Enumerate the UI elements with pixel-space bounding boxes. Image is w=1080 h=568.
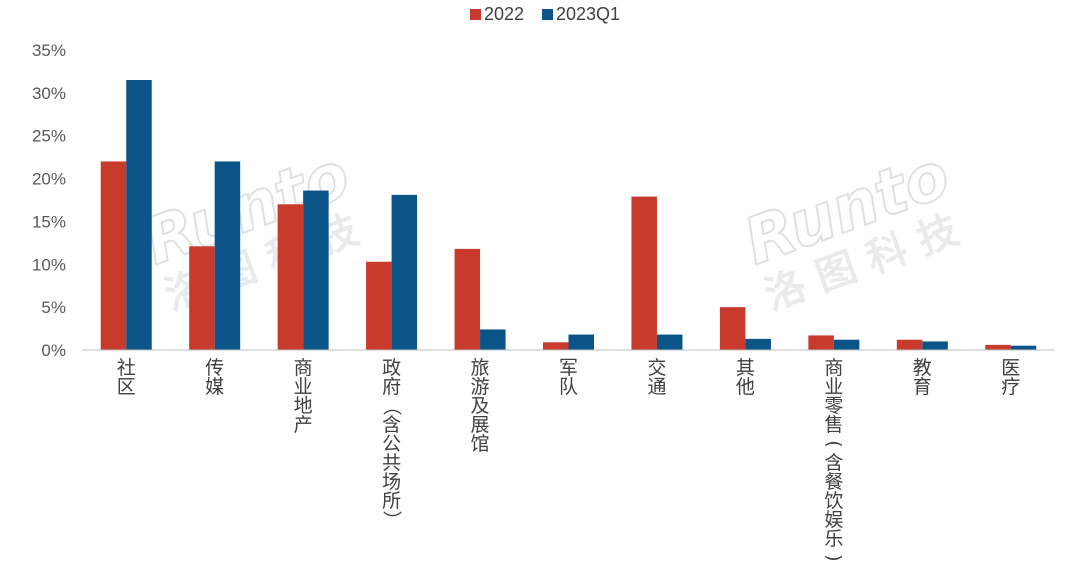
x-category-label: 社区 <box>117 357 136 398</box>
x-category-char: 共 <box>382 452 401 474</box>
x-category-char: 交 <box>647 357 666 379</box>
x-category-label: 传媒 <box>205 357 224 398</box>
x-category-char: 通 <box>647 376 666 398</box>
x-category-char: 售 <box>824 414 843 436</box>
bar-2023q1 <box>568 334 594 350</box>
x-category-char: 及 <box>471 395 490 417</box>
bar-2022 <box>366 261 392 350</box>
x-category-label: 教育 <box>913 357 932 398</box>
x-category-char: 展 <box>471 414 490 436</box>
x-category-char: 馆 <box>471 433 490 455</box>
y-axis: 0% 5% 10% 15% 20% 25% 30% 35% <box>32 41 66 360</box>
y-tick-label: 35% <box>32 41 66 60</box>
x-category-char: 其 <box>736 357 755 379</box>
x-category-char: 他 <box>736 376 755 398</box>
bar-2023q1 <box>391 194 418 350</box>
bar-2023q1 <box>1010 345 1037 350</box>
bar-2022 <box>631 196 657 350</box>
bar-2022 <box>808 335 834 350</box>
x-category-char: 府 <box>382 376 401 398</box>
legend-label: 2022 <box>484 4 524 24</box>
bar-2023q1 <box>480 329 506 350</box>
bar-2022 <box>277 204 304 350</box>
x-category-char: 业 <box>824 376 843 398</box>
bar-2023q1 <box>656 334 683 350</box>
x-category-char: 区 <box>117 376 136 398</box>
x-category-char: 饮 <box>824 490 843 512</box>
x-category-char: ） <box>381 510 403 529</box>
bar-2023q1 <box>126 80 152 350</box>
x-category-char: 产 <box>294 414 313 436</box>
x-category-char: （ <box>381 396 403 415</box>
bar-2022 <box>985 344 1011 350</box>
watermark-right: Runto 洛 图 科 技 <box>734 137 964 319</box>
bar-2023q1 <box>303 190 329 350</box>
bar-2023q1 <box>745 338 771 350</box>
legend-label: 2023Q1 <box>556 4 620 24</box>
y-tick-label: 0% <box>41 341 66 360</box>
x-category-char: 乐 <box>824 528 843 550</box>
bar-2023q1 <box>922 341 948 350</box>
y-tick-label: 20% <box>32 170 66 189</box>
bar-2022 <box>896 339 923 350</box>
y-tick-label: 10% <box>32 255 66 274</box>
x-category-char: 公 <box>382 433 401 455</box>
x-category-char: 旅 <box>471 357 490 379</box>
x-category-char: 育 <box>913 376 932 398</box>
bar-2022 <box>189 246 215 350</box>
x-category-char: 地 <box>294 395 313 417</box>
x-category-char: 医 <box>1001 357 1020 379</box>
x-category-char: ( <box>823 440 845 447</box>
x-category-char: 零 <box>824 395 843 417</box>
x-category-char: 娱 <box>824 509 843 531</box>
bars <box>100 80 1037 350</box>
x-category-char: 商 <box>824 357 843 379</box>
x-category-char: 商 <box>294 357 313 379</box>
legend: 2022 2023Q1 <box>470 4 620 24</box>
x-category-char: 队 <box>559 376 578 398</box>
x-category-char: ) <box>823 554 845 561</box>
y-tick-label: 5% <box>41 298 66 317</box>
x-category-char: 政 <box>382 357 401 379</box>
bar-2022 <box>543 342 569 350</box>
watermark-left: Runto 洛 图 科 技 <box>134 137 364 319</box>
legend-swatch <box>542 9 553 20</box>
x-category-char: 教 <box>913 357 932 379</box>
x-axis-labels: 社区传媒商业地产政府（含公共场所）旅游及展馆军队交通其他商业零售(含餐饮娱乐)教… <box>117 357 1021 562</box>
x-category-char: 场 <box>382 471 401 493</box>
x-category-label: 军队 <box>559 357 578 398</box>
bar-2023q1 <box>833 339 860 350</box>
x-category-label: 医疗 <box>1001 357 1020 398</box>
x-category-char: 含 <box>824 452 843 474</box>
x-category-label: 其他 <box>736 357 755 398</box>
x-category-char: 社 <box>117 357 136 379</box>
x-category-char: 媒 <box>205 376 224 398</box>
bar-2022 <box>100 161 127 350</box>
x-category-char: 军 <box>559 357 578 379</box>
x-category-char: 游 <box>471 376 490 398</box>
legend-swatch <box>470 9 481 20</box>
watermark-group: Runto 洛 图 科 技 Runto 洛 图 科 技 <box>134 137 964 319</box>
y-tick-label: 30% <box>32 84 66 103</box>
x-category-char: 所 <box>382 490 401 512</box>
x-category-char: 传 <box>205 357 224 379</box>
y-tick-label: 25% <box>32 127 66 146</box>
x-category-label: 交通 <box>647 357 666 398</box>
x-category-char: 餐 <box>824 471 843 493</box>
bar-2022 <box>454 248 481 350</box>
bar-2023q1 <box>214 161 241 350</box>
x-category-char: 含 <box>382 414 401 436</box>
x-category-char: 疗 <box>1001 376 1020 398</box>
y-tick-label: 15% <box>32 212 66 231</box>
bar-2022 <box>719 307 746 350</box>
x-category-char: 业 <box>294 376 313 398</box>
